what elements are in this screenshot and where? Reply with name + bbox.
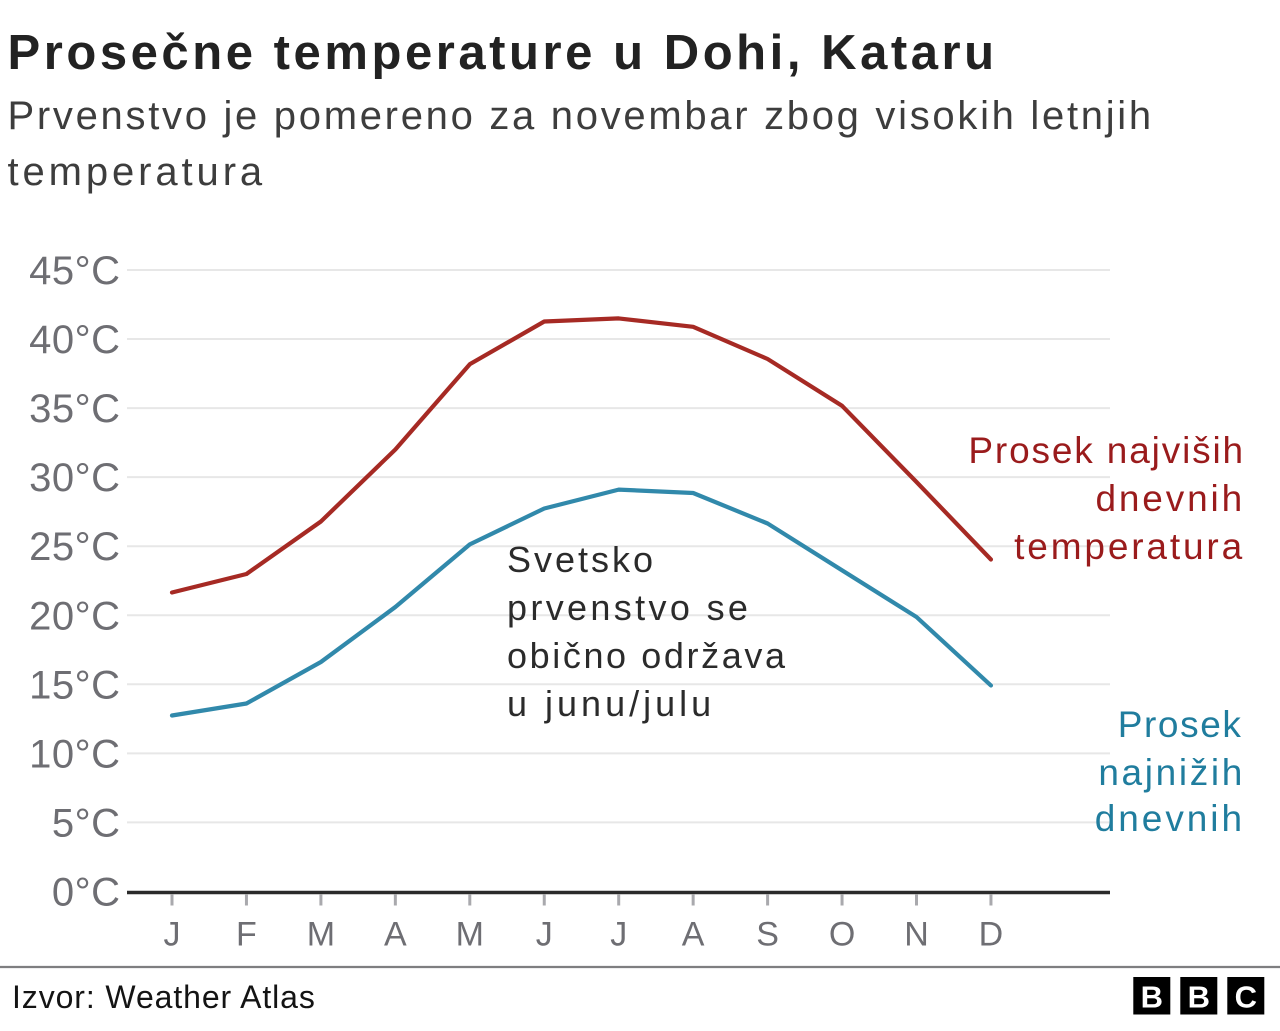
svg-text:J: J (536, 916, 553, 954)
svg-text:10°C: 10°C (29, 732, 120, 776)
svg-text:temperatura: temperatura (8, 150, 267, 194)
svg-text:C: C (1235, 980, 1257, 1015)
svg-text:Svetsko: Svetsko (507, 539, 656, 580)
svg-text:Prosek: Prosek (1118, 704, 1243, 745)
svg-text:prvenstvo se: prvenstvo se (507, 587, 751, 628)
svg-text:A: A (682, 916, 705, 954)
svg-text:O: O (829, 916, 855, 954)
svg-text:Prosek najviših: Prosek najviših (968, 430, 1245, 471)
svg-text:25°C: 25°C (29, 525, 120, 569)
svg-text:35°C: 35°C (29, 387, 120, 431)
svg-text:Prvenstvo je pomereno za novem: Prvenstvo je pomereno za novembar zbog v… (8, 94, 1154, 138)
svg-text:dnevnih: dnevnih (1095, 798, 1245, 839)
svg-text:20°C: 20°C (29, 594, 120, 638)
svg-text:D: D (979, 916, 1004, 954)
svg-text:M: M (307, 916, 335, 954)
svg-text:B: B (1188, 980, 1210, 1015)
svg-text:Prosečne temperature u Dohi, K: Prosečne temperature u Dohi, Kataru (8, 26, 998, 80)
svg-text:N: N (904, 916, 929, 954)
svg-text:najnižih: najnižih (1098, 752, 1245, 793)
svg-text:dnevnih: dnevnih (1095, 478, 1245, 519)
svg-text:M: M (456, 916, 484, 954)
svg-text:30°C: 30°C (29, 456, 120, 500)
svg-text:S: S (756, 916, 779, 954)
svg-text:J: J (610, 916, 627, 954)
svg-text:0°C: 0°C (52, 870, 121, 914)
svg-text:40°C: 40°C (29, 318, 120, 362)
svg-text:F: F (236, 916, 257, 954)
svg-text:5°C: 5°C (52, 801, 121, 845)
svg-text:Izvor: Weather Atlas: Izvor: Weather Atlas (12, 979, 316, 1015)
svg-text:obično održava: obično održava (507, 635, 788, 676)
svg-text:temperatura: temperatura (1014, 526, 1245, 567)
svg-text:B: B (1141, 980, 1163, 1015)
svg-text:15°C: 15°C (29, 663, 120, 707)
svg-text:u junu/julu: u junu/julu (507, 683, 715, 724)
svg-text:45°C: 45°C (29, 249, 120, 293)
svg-text:A: A (384, 916, 407, 954)
svg-text:J: J (164, 916, 181, 954)
